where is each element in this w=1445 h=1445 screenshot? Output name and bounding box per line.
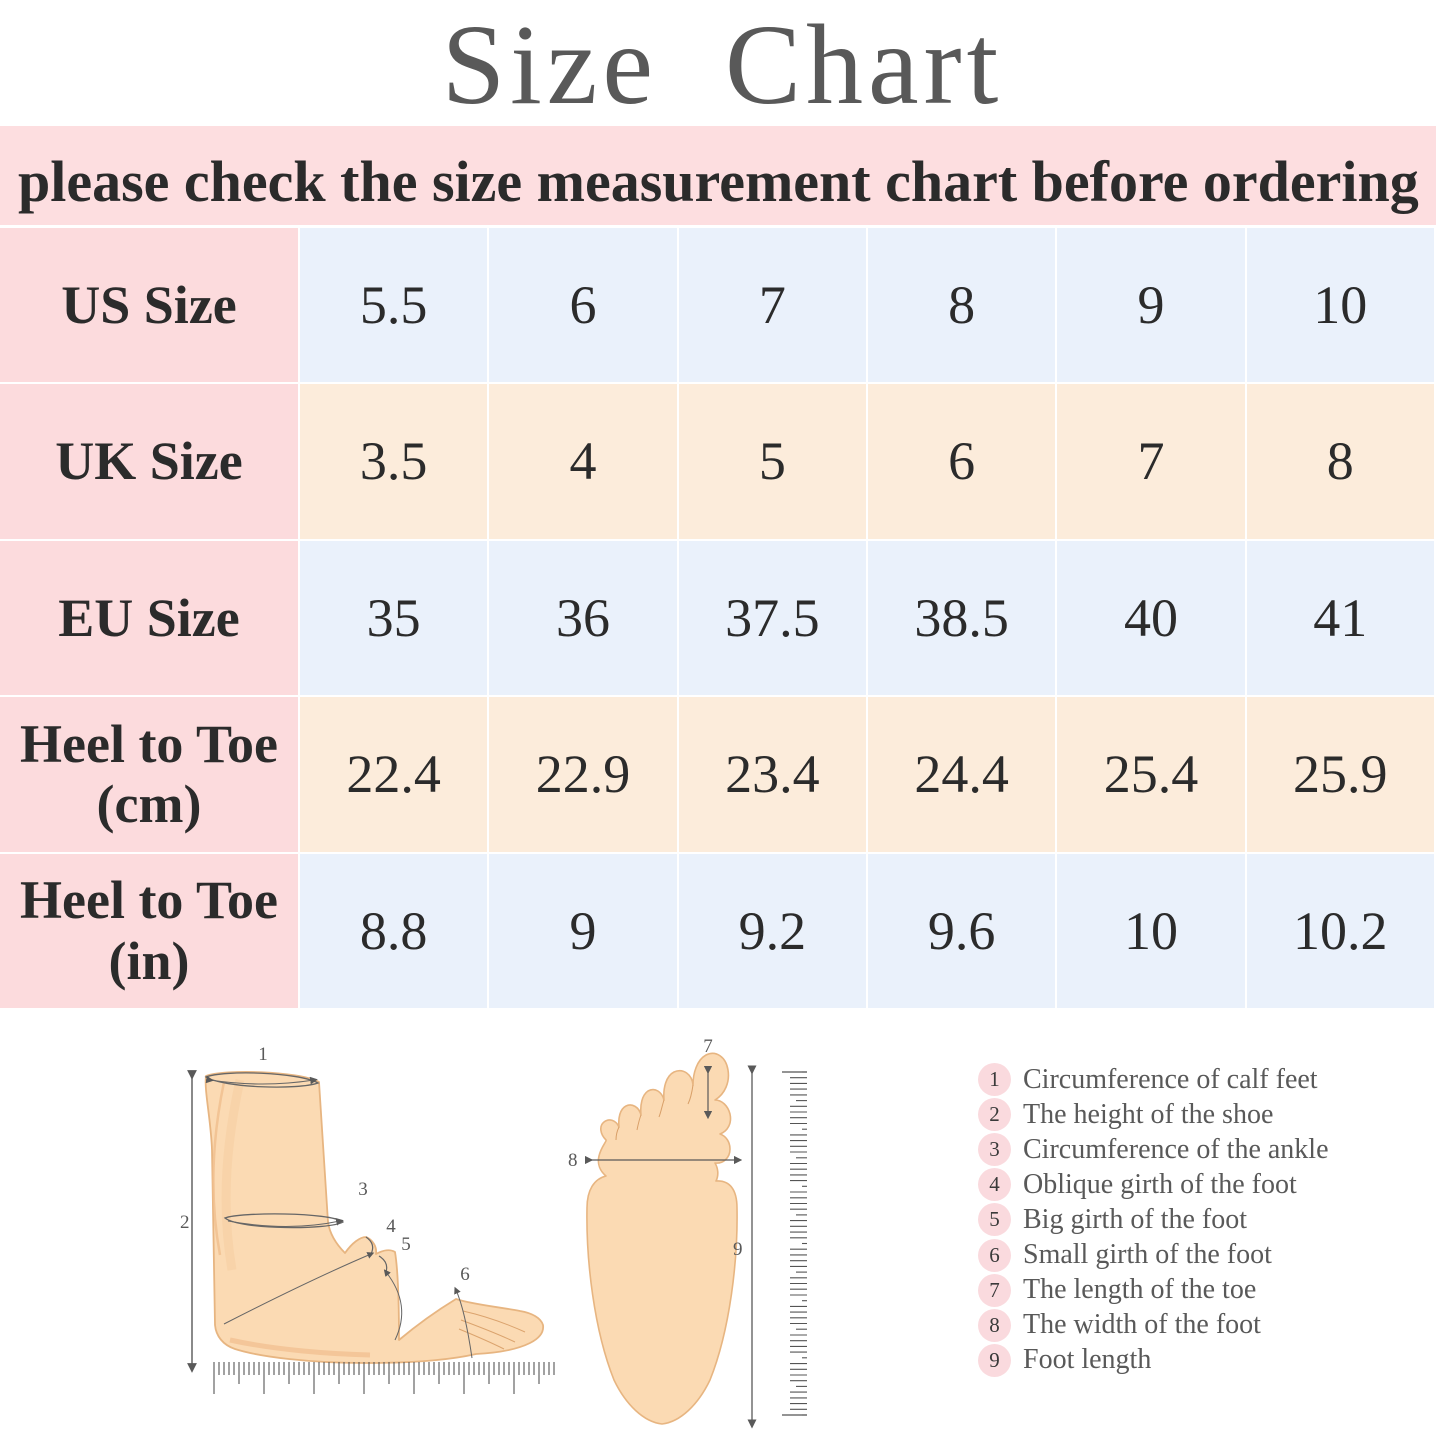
svg-text:2: 2 bbox=[180, 1212, 190, 1233]
svg-text:4: 4 bbox=[386, 1216, 396, 1237]
svg-text:9: 9 bbox=[733, 1239, 743, 1260]
svg-text:1: 1 bbox=[258, 1044, 268, 1065]
svg-text:3: 3 bbox=[358, 1179, 368, 1200]
svg-text:8: 8 bbox=[568, 1150, 578, 1171]
svg-text:7: 7 bbox=[703, 1036, 713, 1057]
svg-text:6: 6 bbox=[460, 1264, 470, 1285]
svg-text:5: 5 bbox=[401, 1234, 411, 1255]
